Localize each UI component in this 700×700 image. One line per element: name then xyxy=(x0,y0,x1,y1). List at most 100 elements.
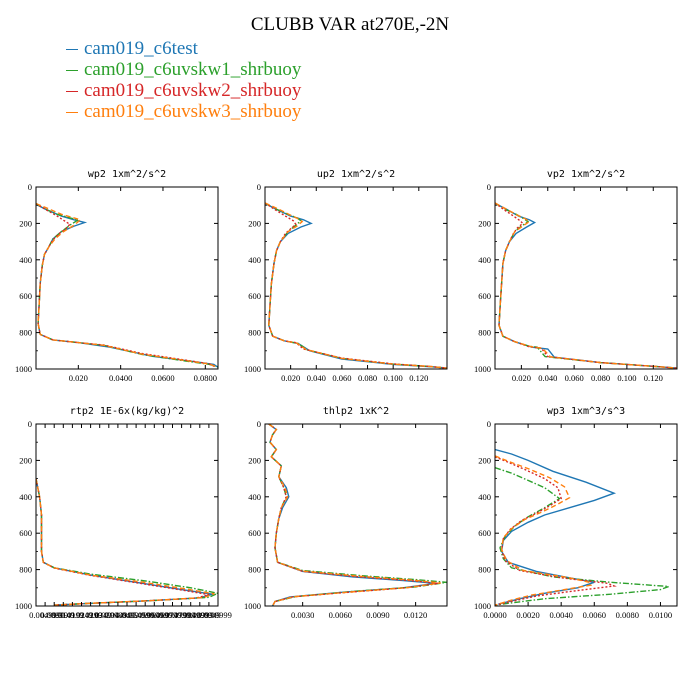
y-tick-label: 400 xyxy=(248,492,261,502)
panel-title: wp2 1xm^2/s^2 xyxy=(88,169,166,180)
x-tick-label: 0.080 xyxy=(591,373,610,383)
y-tick-label: 400 xyxy=(478,492,491,502)
y-tick-label: 600 xyxy=(248,291,261,301)
legend-item: cam019_c6uvskw3_shrbuoy xyxy=(66,101,301,122)
y-tick-label: 400 xyxy=(19,255,32,265)
x-tick-label: 0.100 xyxy=(384,373,403,383)
x-tick-label: 0.04499 xyxy=(104,610,132,620)
x-tick-label: 0.0400 xyxy=(109,373,132,383)
y-tick-label: 1000 xyxy=(474,364,491,374)
y-tick-label: 600 xyxy=(19,528,32,538)
y-tick-label: 1000 xyxy=(15,364,32,374)
y-tick-label: 1000 xyxy=(244,364,261,374)
legend-label: cam019_c6test xyxy=(84,38,198,59)
x-tick-label: 0.0199 xyxy=(61,610,84,620)
panel-title: wp3 1xm^3/s^3 xyxy=(547,406,625,417)
y-tick-label: 0 xyxy=(487,182,491,192)
legend-line-icon xyxy=(66,112,78,114)
x-tick-label: 0.0060 xyxy=(329,610,352,620)
y-tick-label: 200 xyxy=(19,455,32,465)
y-tick-label: 600 xyxy=(478,528,491,538)
figure-title: CLUBB VAR at270E,-2N xyxy=(250,14,450,35)
x-tick-label: 0.0030 xyxy=(291,610,314,620)
x-tick-label: 0.0600 xyxy=(151,373,174,383)
y-tick-label: 400 xyxy=(19,492,32,502)
x-tick-label: 0.08499 xyxy=(177,610,205,620)
plot-frame xyxy=(494,186,678,370)
y-tick-label: 600 xyxy=(478,291,491,301)
series-line xyxy=(265,202,447,369)
series-line xyxy=(495,456,617,606)
x-tick-label: 0.0349 xyxy=(88,610,111,620)
y-tick-label: 0 xyxy=(28,182,32,192)
x-tick-label: 0.0080 xyxy=(616,610,639,620)
y-tick-label: 0 xyxy=(257,419,261,429)
x-tick-label: 0.0060 xyxy=(583,610,606,620)
series-line xyxy=(36,203,218,368)
series-line xyxy=(36,202,218,368)
panel-title: vp2 1xm^2/s^2 xyxy=(547,169,625,180)
series-line xyxy=(495,202,677,369)
x-tick-label: 0.020 xyxy=(69,373,88,383)
series-line xyxy=(36,203,217,368)
y-tick-label: 800 xyxy=(19,328,32,338)
x-tick-label: 0.0120 xyxy=(404,610,427,620)
x-tick-label: 0.0800 xyxy=(194,373,217,383)
panel: thlp2 1xK^2 0 200 400 600 800 1000 0.0030 0.0060… xyxy=(244,406,448,620)
x-tick-label: 0.100 xyxy=(617,373,636,383)
x-tick-label: 0.020 xyxy=(512,373,531,383)
panel-title: thlp2 1xK^2 xyxy=(323,406,389,417)
series-line xyxy=(36,203,218,368)
panel: up2 1xm^2/s^2 0 200 400 600 800 1000 0.020 0.040… xyxy=(244,169,448,383)
y-tick-label: 800 xyxy=(248,328,261,338)
panel: rtp2 1E-6x(kg/kg)^2020040060080010000.00… xyxy=(15,406,232,620)
y-tick-label: 0 xyxy=(487,419,491,429)
y-tick-label: 800 xyxy=(478,328,491,338)
legend-item: cam019_c6uvskw1_shrbuoy xyxy=(66,59,301,80)
x-tick-label: 0.00999 xyxy=(40,610,68,620)
y-tick-label: 200 xyxy=(19,218,32,228)
panel: vp2 1xm^2/s^2 0 200 400 600 800 1000 0.020 0.040… xyxy=(474,169,678,383)
x-tick-label: 0.040 xyxy=(307,373,326,383)
x-tick-label: 0.0249 xyxy=(70,610,93,620)
x-tick-label: 0.0949 xyxy=(197,610,220,620)
panel-title: rtp2 1E-6x(kg/kg)^2 xyxy=(70,406,184,417)
y-tick-label: 1000 xyxy=(15,601,32,611)
series-line xyxy=(36,478,218,606)
x-tick-label: 0.0000 xyxy=(483,610,506,620)
x-tick-label: 0.060 xyxy=(332,373,351,383)
plot-frame xyxy=(264,423,448,607)
legend-item: cam019_c6uvskw2_shrbuoy xyxy=(66,80,301,101)
y-tick-label: 0 xyxy=(28,419,32,429)
legend-line-icon xyxy=(66,70,78,72)
x-tick-label: 0.0299 xyxy=(79,610,102,620)
series-line xyxy=(268,424,439,606)
series-line xyxy=(495,202,677,369)
x-tick-label: 0.0100 xyxy=(649,610,672,620)
series-line xyxy=(495,467,669,606)
y-tick-label: 400 xyxy=(248,255,261,265)
x-tick-label: 0.004999 xyxy=(29,610,61,620)
x-tick-label: 0.06499 xyxy=(140,610,168,620)
y-tick-label: 200 xyxy=(248,455,261,465)
legend-label: cam019_c6uvskw3_shrbuoy xyxy=(84,101,302,122)
series-line xyxy=(36,478,213,606)
x-tick-label: 0.080 xyxy=(358,373,377,383)
legend-label: cam019_c6uvskw2_shrbuoy xyxy=(84,80,302,101)
legend-label: cam019_c6uvskw1_shrbuoy xyxy=(84,59,302,80)
x-tick-label: 0.060 xyxy=(565,373,584,383)
x-tick-label: 0.07999 xyxy=(168,610,196,620)
x-tick-label: 0.05499 xyxy=(122,610,150,620)
x-tick-label: 0.03999 xyxy=(95,610,123,620)
y-tick-label: 800 xyxy=(478,565,491,575)
y-tick-label: 0 xyxy=(257,182,261,192)
legend-line-icon xyxy=(66,91,78,93)
y-tick-label: 200 xyxy=(478,218,491,228)
panel: wp2 1xm^2/s^2 0 200 400 600 800 1000 0.020 0.040… xyxy=(15,169,219,383)
y-tick-label: 200 xyxy=(478,455,491,465)
series-line xyxy=(495,455,593,606)
series-line xyxy=(268,424,447,606)
x-tick-label: 0.120 xyxy=(409,373,428,383)
